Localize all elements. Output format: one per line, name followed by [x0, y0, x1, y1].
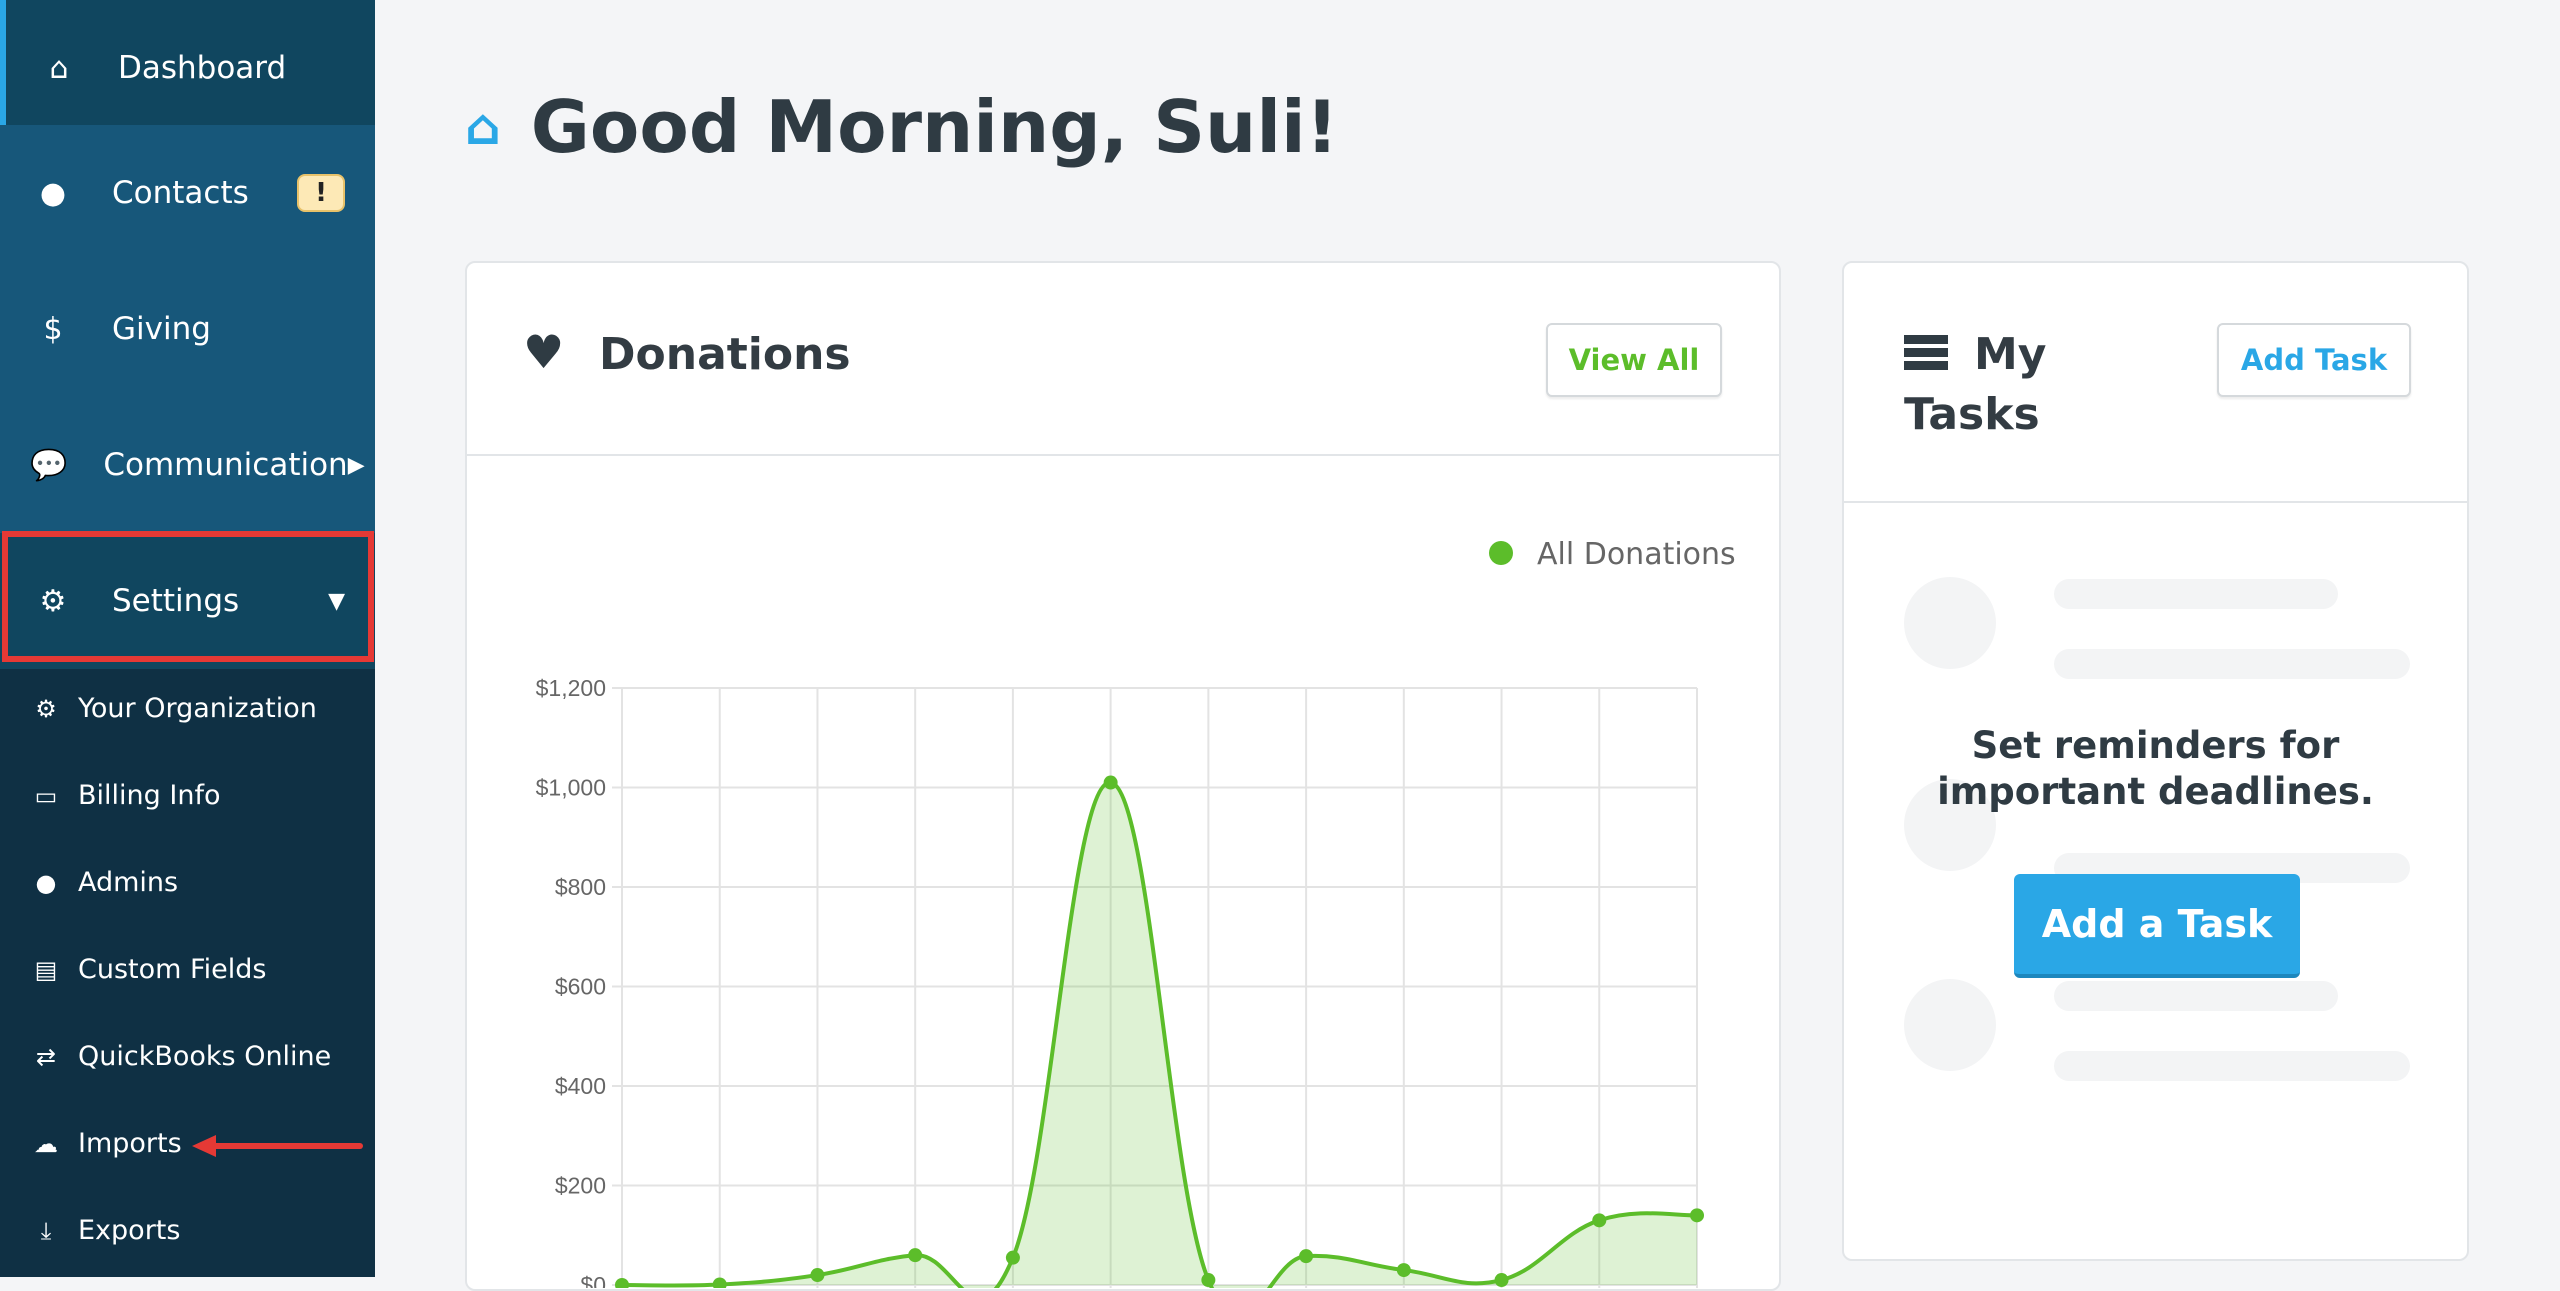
- sidebar-subitem-your-organization[interactable]: ⚙ Your Organization: [0, 665, 375, 752]
- caret-right-icon: ▶: [347, 452, 365, 478]
- legend-marker: [1489, 541, 1513, 565]
- data-point: [1005, 1250, 1020, 1265]
- y-tick-label: $200: [555, 1173, 606, 1199]
- user-icon: ●: [35, 868, 57, 897]
- sidebar: ⌂ Dashboard ● Contacts! $ Giving 💬 Communica…: [0, 0, 375, 1277]
- data-point: [1592, 1213, 1607, 1228]
- view-all-button[interactable]: View All: [1546, 323, 1722, 397]
- donations-header: ♥ Donations View All: [467, 263, 1779, 456]
- data-point: [1103, 775, 1118, 790]
- tasks-header: My Tasks Add Task: [1844, 263, 2467, 503]
- sidebar-subitem-custom-fields[interactable]: ▤ Custom Fields: [0, 926, 375, 1013]
- skeleton-line: [2054, 1051, 2410, 1081]
- add-a-task-button[interactable]: Add a Task: [2014, 874, 2300, 978]
- comments-icon: 💬: [30, 447, 68, 483]
- tasks-list-icon: [1904, 335, 1948, 371]
- sidebar-item-communication[interactable]: 💬 Communication ▶: [0, 397, 375, 533]
- page-title: ⌂ Good Morning, Suli!: [465, 85, 1339, 169]
- donations-card: ♥ Donations View All $0 $200 $400 $600 $800 $…: [465, 261, 1781, 1291]
- home-icon: ⌂: [465, 98, 501, 156]
- data-point: [1690, 1208, 1704, 1223]
- data-point: [1494, 1273, 1509, 1288]
- sidebar-subitem-exports[interactable]: ⤓ Exports: [0, 1187, 375, 1274]
- skeleton-avatar: [1904, 979, 1996, 1071]
- area-fill: [622, 782, 1697, 1288]
- sidebar-item-giving[interactable]: $ Giving: [0, 261, 375, 397]
- home-icon: ⌂: [49, 50, 69, 86]
- dollar-icon: $: [43, 311, 63, 347]
- caret-down-icon: ▼: [328, 588, 345, 614]
- credit-card-icon: ▭: [34, 781, 58, 810]
- gear-icon: ⚙: [39, 583, 67, 619]
- data-point: [615, 1278, 629, 1288]
- user-icon: ●: [39, 175, 67, 211]
- data-point: [712, 1277, 727, 1288]
- data-point: [908, 1248, 923, 1263]
- data-point: [810, 1268, 825, 1283]
- y-tick-label: $1,200: [536, 675, 606, 701]
- exchange-icon: ⇄: [35, 1042, 57, 1071]
- alert-badge: !: [297, 174, 345, 212]
- sidebar-subitem-imports[interactable]: ☁ Imports: [0, 1100, 375, 1187]
- data-point: [1201, 1273, 1216, 1288]
- data-point: [1396, 1263, 1411, 1278]
- y-tick-label: $1,000: [536, 775, 606, 801]
- download-icon: ⤓: [40, 1216, 52, 1245]
- sidebar-item-settings[interactable]: ⚙ Settings ▼: [0, 533, 375, 669]
- legend-label: All Donations: [1537, 537, 1736, 572]
- sidebar-subitem-billing-info[interactable]: ▭ Billing Info: [0, 752, 375, 839]
- add-task-button[interactable]: Add Task: [2217, 323, 2411, 397]
- skeleton-line: [2054, 981, 2338, 1011]
- skeleton-line: [2054, 579, 2338, 609]
- donations-title: Donations: [599, 329, 851, 380]
- sidebar-item-contacts[interactable]: ● Contacts!: [0, 125, 375, 261]
- y-tick-label: $0: [580, 1272, 606, 1288]
- data-point: [1299, 1249, 1314, 1264]
- tasks-card: My Tasks Add Task Set reminders for import…: [1842, 261, 2469, 1261]
- donations-chart: $0$200$400$600$800$1,000$1,200DecJanFebM…: [536, 537, 1736, 1288]
- y-tick-label: $800: [555, 874, 606, 900]
- skeleton-line: [2054, 649, 2410, 679]
- file-icon: ▤: [34, 955, 58, 984]
- skeleton-avatar: [1904, 577, 1996, 669]
- cloud-upload-icon: ☁: [34, 1129, 58, 1158]
- y-tick-label: $400: [555, 1073, 606, 1099]
- heart-icon: ♥: [523, 325, 565, 379]
- y-tick-label: $600: [555, 974, 606, 1000]
- skeleton-avatar: [1904, 779, 1996, 871]
- red-arrow-annotation: [192, 1135, 363, 1157]
- sidebar-subitem-quickbooks-online[interactable]: ⇄ QuickBooks Online: [0, 1013, 375, 1100]
- gear-icon: ⚙: [35, 694, 57, 723]
- sidebar-subitem-admins[interactable]: ● Admins: [0, 839, 375, 926]
- tasks-empty-message: Set reminders for important deadlines.: [1937, 724, 2374, 813]
- sidebar-item-dashboard[interactable]: ⌂ Dashboard: [0, 0, 375, 136]
- tasks-title: My Tasks: [1904, 329, 2047, 440]
